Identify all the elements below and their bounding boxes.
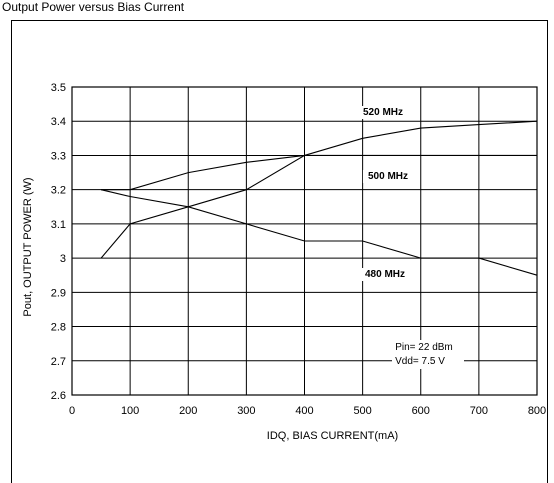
series-line-2 (100, 189, 538, 276)
y-tick-label: 3.4 (51, 116, 66, 128)
series-label: 520 MHz (363, 107, 403, 118)
x-tick-label: 400 (295, 405, 313, 417)
y-tick-label: 3.2 (51, 185, 66, 197)
y-axis-label: Pout, OUTPUT POWER (W) (22, 177, 34, 316)
x-tick-label: 0 (69, 405, 75, 417)
y-tick-label: 3.1 (51, 219, 66, 231)
x-tick-label: 100 (121, 405, 139, 417)
y-tick-label: 2.6 (51, 390, 66, 402)
y-tick-label: 3.3 (51, 150, 66, 162)
y-tick-label: 2.8 (51, 322, 66, 334)
x-tick-label: 200 (179, 405, 197, 417)
y-tick-label: 2.7 (51, 356, 66, 368)
x-tick-label: 700 (470, 405, 488, 417)
annotation-text: Pin= 22 dBm (395, 342, 453, 353)
figure-frame (11, 20, 548, 483)
page-title: Output Power versus Bias Current (2, 0, 185, 14)
y-tick-label: 3 (60, 253, 66, 265)
series-label: 480 MHz (365, 269, 405, 280)
x-tick-label: 300 (237, 405, 255, 417)
x-tick-label: 600 (412, 405, 430, 417)
x-tick-label: 800 (528, 405, 546, 417)
annotation-text: Vdd= 7.5 V (395, 356, 445, 367)
y-tick-label: 3.5 (51, 82, 66, 94)
x-axis-label: IDQ, BIAS CURRENT(mA) (267, 430, 398, 442)
annotation-bg (392, 340, 464, 369)
series-label-bg (362, 170, 414, 183)
series-label-bg (359, 268, 411, 281)
series-line-1 (100, 154, 537, 259)
y-tick-label: 2.9 (51, 287, 66, 299)
series-label: 500 MHz (368, 171, 408, 182)
x-tick-label: 500 (353, 405, 371, 417)
series-label-bg (357, 106, 409, 119)
